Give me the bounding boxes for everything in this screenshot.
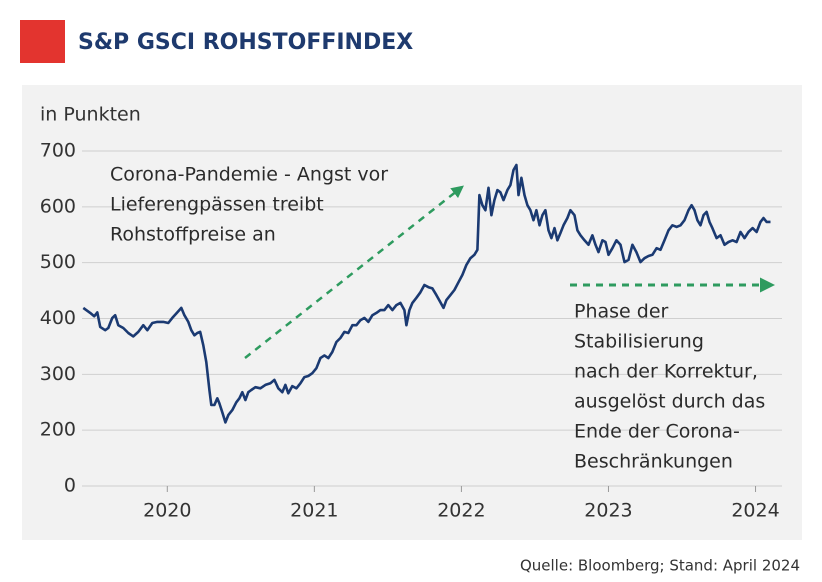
x-tick-label: 2023 xyxy=(584,500,632,522)
y-tick-label: 300 xyxy=(40,363,76,385)
y-tick-label: 0 xyxy=(64,475,76,497)
y-tick-label: 400 xyxy=(40,307,76,329)
x-tick-label: 2022 xyxy=(437,500,485,522)
source-note: Quelle: Bloomberg; Stand: April 2024 xyxy=(520,557,800,575)
x-tick-label: 2024 xyxy=(731,500,779,522)
annotation: Beschränkungen xyxy=(574,451,733,473)
x-tick-label: 2020 xyxy=(143,500,191,522)
y-tick-label: 600 xyxy=(40,195,76,217)
chart-title: S&P GSCI ROHSTOFFINDEX xyxy=(78,30,413,55)
x-tick-label: 2021 xyxy=(290,500,338,522)
y-tick-label: 700 xyxy=(40,140,76,162)
data-line xyxy=(82,163,771,424)
annotation: Lieferengpässen treibt xyxy=(110,194,324,216)
y-axis-label: in Punkten xyxy=(40,104,141,126)
annotation: ausgelöst durch das xyxy=(574,391,765,413)
annotation: Stabilisierung xyxy=(574,331,704,353)
annotation: Ende der Corona- xyxy=(574,421,740,443)
annotation: nach der Korrektur, xyxy=(574,361,758,383)
annotation: Corona-Pandemie - Angst vor xyxy=(110,164,388,186)
annotation: Phase der xyxy=(574,301,669,323)
annotation: Rohstoffpreise an xyxy=(110,224,276,246)
y-tick-label: 500 xyxy=(40,251,76,273)
plot-panel xyxy=(22,85,802,540)
y-tick-label: 200 xyxy=(40,419,76,441)
title-marker xyxy=(20,20,65,63)
